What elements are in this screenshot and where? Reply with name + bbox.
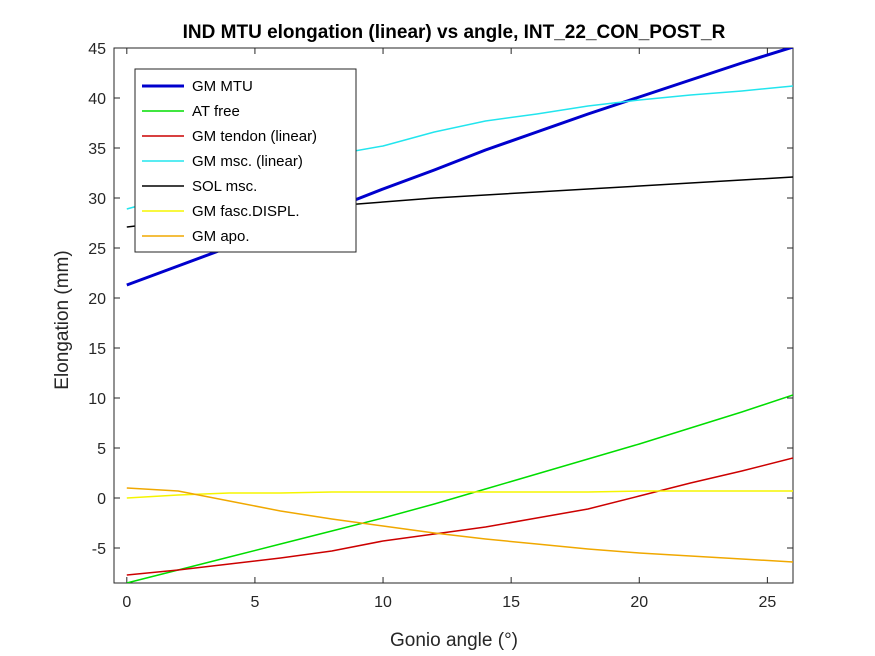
y-tick-label: 10: [88, 391, 106, 408]
y-tick-label: 35: [88, 141, 106, 158]
y-tick-label: 30: [88, 191, 106, 208]
x-tick-label: 10: [374, 594, 392, 611]
series-line-gm-fasc-displ: [126, 490, 793, 499]
series-lines: [126, 48, 793, 583]
x-axis-label: Gonio angle (°): [390, 630, 518, 651]
y-tick-label: 25: [88, 241, 106, 258]
legend-label-gm-fasc-displ: GM fasc.DISPL.: [192, 203, 300, 220]
x-tick-label: 5: [250, 594, 259, 611]
x-tick-label: 25: [758, 594, 776, 611]
y-tick-label: 5: [97, 441, 106, 458]
chart-title: IND MTU elongation (linear) vs angle, IN…: [183, 22, 726, 43]
y-tick-label: 15: [88, 341, 106, 358]
x-tick-label: 20: [630, 594, 648, 611]
legend-label-at-free: AT free: [192, 103, 240, 120]
x-tick-label: 0: [122, 594, 131, 611]
plot-area: 0 5 10 15 20 25 -5 0 5 10 15 20 25 30 35 40 45: [88, 41, 794, 611]
y-tick-label: -5: [92, 541, 106, 558]
series-line-gm-apo: [126, 487, 793, 563]
legend-label-sol-msc: SOL msc.: [192, 178, 257, 195]
y-tick-label: 20: [88, 291, 106, 308]
y-axis-label: Elongation (mm): [52, 250, 73, 389]
y-tick-label: 45: [88, 41, 106, 58]
x-tick-label: 15: [502, 594, 520, 611]
legend: GM MTU AT free GM tendon (linear) GM msc. (…: [134, 68, 357, 253]
y-tick-label: 40: [88, 91, 106, 108]
axes-box: [113, 47, 794, 584]
series-line-gm-tendon-linear: [126, 457, 793, 576]
series-line-at-free: [126, 394, 793, 583]
legend-label-gm-msc-linear: GM msc. (linear): [192, 153, 303, 170]
legend-label-gm-apo: GM apo.: [192, 228, 250, 245]
legend-label-gm-tendon-linear: GM tendon (linear): [192, 128, 317, 145]
y-tick-label: 0: [97, 491, 106, 508]
legend-label-gm-mtu: GM MTU: [192, 78, 253, 95]
